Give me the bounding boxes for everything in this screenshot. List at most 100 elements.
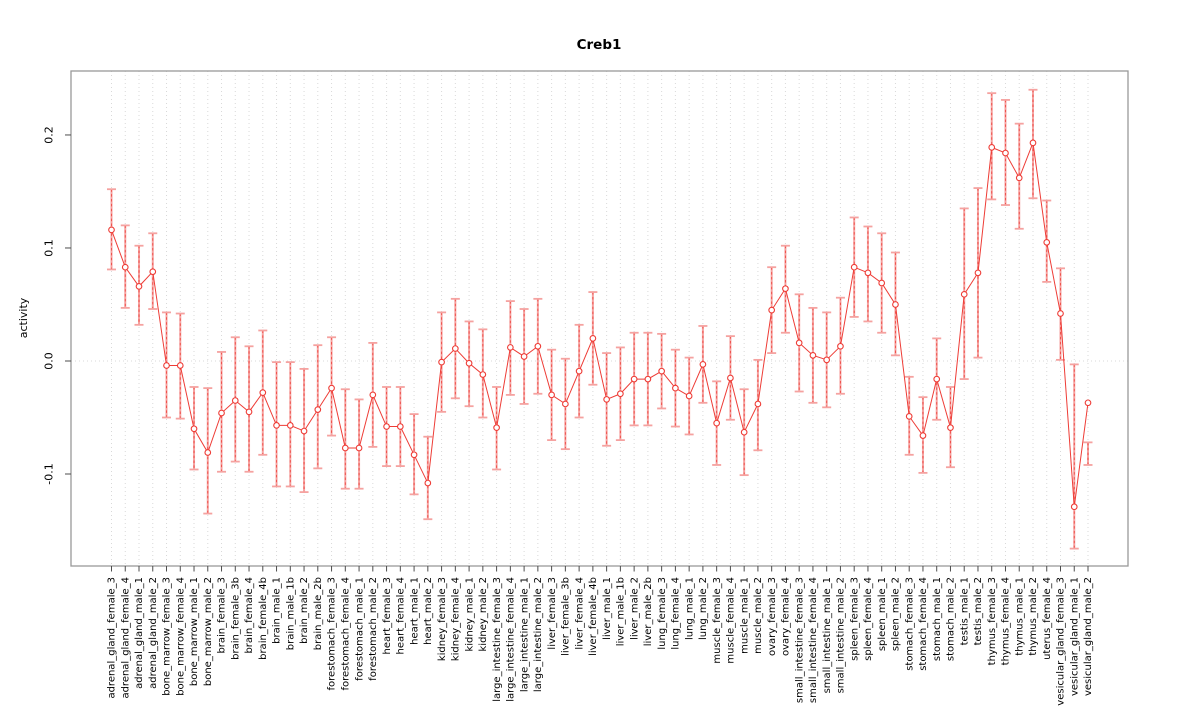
x-tick-label: kidney_male_2 — [478, 577, 489, 652]
chart-title: Creb1 — [577, 37, 622, 53]
data-point — [493, 424, 500, 432]
x-tick-label: large_intestine_female_4 — [506, 577, 517, 702]
x-tick-label: stomach_male_2 — [946, 577, 957, 661]
x-tick-label: adrenal_gland_female_3 — [107, 577, 118, 699]
data-point — [768, 306, 776, 314]
data-point — [864, 269, 872, 277]
y-tick-label: 0.0 — [43, 352, 56, 370]
data-point — [259, 389, 267, 396]
x-tick-label: stomach_female_3 — [904, 577, 915, 671]
x-tick-label: adrenal_gland_female_4 — [120, 577, 131, 699]
x-tick-label: liver_male_2 — [629, 577, 640, 640]
x-tick-label: liver_female_4 — [574, 577, 585, 650]
data-point — [672, 384, 679, 392]
x-tick-label: lung_male_1 — [684, 577, 695, 640]
y-tick-label: 0.2 — [43, 126, 56, 144]
data-point — [451, 345, 459, 352]
x-tick-label: kidney_female_3 — [437, 577, 448, 661]
x-tick-label: forestomach_female_3 — [327, 577, 338, 690]
data-point — [878, 279, 886, 287]
x-tick-label: stomach_male_1 — [932, 577, 943, 661]
x-tick-label: large_intestine_male_2 — [533, 577, 544, 692]
x-tick-label: heart_female_3 — [382, 577, 393, 655]
data-point — [947, 424, 954, 432]
data-point — [1057, 310, 1064, 317]
data-point — [933, 375, 941, 383]
x-tick-label: lung_male_2 — [698, 577, 709, 640]
points-layer — [108, 139, 1092, 511]
x-tick-label: thymus_male_1 — [1014, 577, 1025, 656]
data-point — [355, 444, 363, 452]
y-tick-label: 0.1 — [43, 239, 56, 256]
x-tick-label: large_intestine_female_3 — [492, 577, 503, 702]
x-tick-label: vesicular_gland_female_3 — [1056, 577, 1067, 706]
data-point — [176, 362, 184, 369]
data-point — [809, 351, 817, 359]
x-tick-label: forestomach_male_2 — [368, 577, 379, 681]
data-point — [396, 423, 404, 430]
data-point — [575, 367, 583, 375]
series-line — [111, 140, 1089, 507]
data-point — [782, 285, 789, 293]
x-tick-label: brain_male_1b — [285, 577, 296, 650]
data-point — [823, 356, 831, 364]
x-tick-label: liver_male_2b — [643, 577, 654, 646]
data-point — [465, 359, 473, 367]
x-tick-label: small_intestine_female_3 — [794, 577, 805, 703]
data-point — [328, 384, 335, 392]
data-point — [589, 335, 597, 342]
data-point — [1070, 503, 1078, 511]
data-point — [273, 422, 280, 429]
data-point — [795, 339, 803, 347]
x-tick-label: ovary_female_4 — [781, 577, 792, 656]
data-point — [135, 283, 143, 290]
data-point — [190, 425, 198, 433]
x-tick-label: large_intestine_male_1 — [519, 577, 530, 692]
data-point — [520, 353, 528, 360]
data-point — [988, 144, 996, 151]
plot-border — [70, 70, 1129, 567]
data-point — [699, 361, 707, 368]
gridlines-layer — [71, 71, 1128, 566]
x-tick-label: muscle_female_4 — [726, 577, 737, 664]
x-tick-label: stomach_female_4 — [918, 577, 929, 671]
data-point — [905, 413, 913, 420]
y-tick-label: -0.1 — [43, 463, 56, 484]
x-tick-label: brain_female_4 — [244, 577, 255, 654]
x-tick-label: thymus_male_2 — [1028, 577, 1039, 656]
data-point — [534, 342, 542, 350]
data-point — [231, 397, 239, 404]
data-point — [837, 342, 844, 350]
data-point — [149, 268, 157, 276]
x-tick-label: brain_male_2 — [299, 577, 310, 644]
data-point — [740, 428, 748, 436]
x-tick-label: spleen_female_4 — [863, 577, 874, 661]
x-tick-label: heart_male_2 — [423, 577, 434, 645]
x-tick-label: kidney_male_1 — [464, 577, 475, 652]
data-point — [286, 422, 294, 429]
x-tick-label: bone_marrow_male_1 — [189, 577, 200, 686]
errorbars-layer — [107, 88, 1093, 550]
x-tick-label: small_intestine_female_4 — [808, 577, 819, 703]
data-point — [341, 444, 349, 452]
x-tick-label: heart_male_1 — [409, 577, 420, 645]
data-point — [383, 423, 390, 430]
data-point — [424, 479, 432, 487]
data-point — [314, 406, 322, 413]
x-tick-label: brain_female_4b — [258, 577, 269, 660]
x-tick-label: heart_female_4 — [396, 577, 407, 655]
data-point — [548, 391, 555, 399]
data-point — [245, 408, 253, 416]
data-point — [438, 358, 445, 366]
data-point — [1084, 399, 1092, 407]
data-point — [919, 432, 927, 439]
data-point — [479, 371, 487, 378]
data-point — [1015, 174, 1023, 182]
data-point — [507, 344, 514, 351]
x-tick-label: thymus_female_3 — [987, 577, 998, 665]
x-tick-label: brain_female_3 — [217, 577, 228, 654]
x-tick-label: forestomach_male_1 — [354, 577, 365, 681]
x-tick-label: lung_female_3 — [657, 577, 668, 650]
x-tick-label: bone_marrow_male_2 — [203, 577, 214, 686]
